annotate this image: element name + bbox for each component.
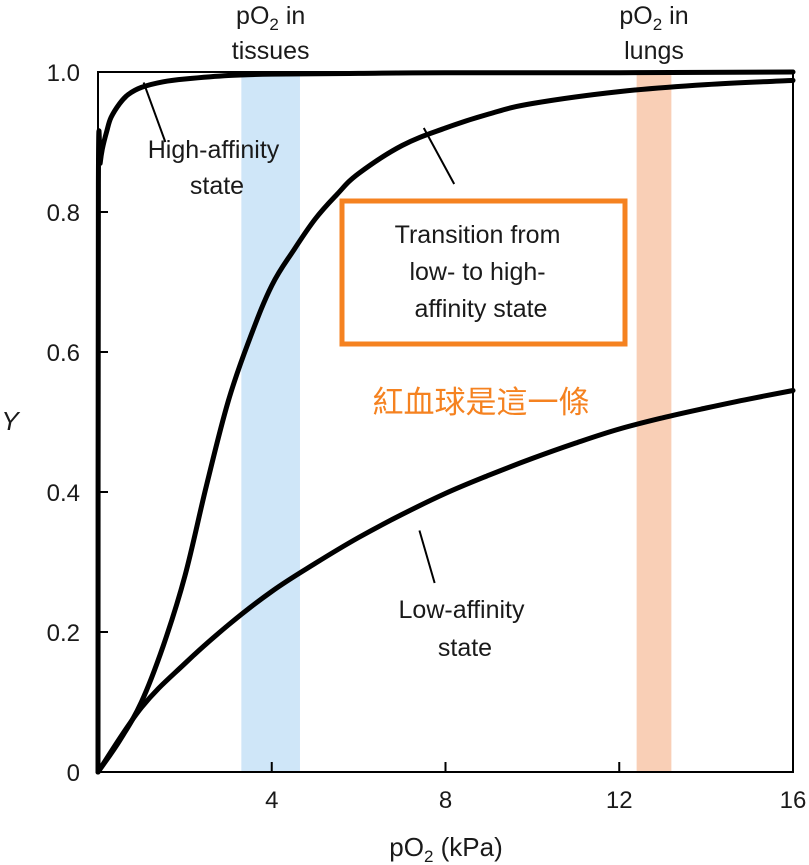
ticks-layer (98, 71, 794, 773)
low-affinity-label: Low-affinity state (399, 596, 532, 662)
y-tick-label-0.2: 0.2 (47, 620, 80, 647)
x-tick-label-16: 16 (780, 787, 807, 814)
tick-labels-layer: 4 8 12 16 0 0.2 0.4 0.6 0.8 1.0 (47, 60, 807, 814)
tissues-band-label: pO2 in (236, 2, 305, 34)
low-affinity-leader-line (418, 530, 436, 584)
transition-leader-line (422, 127, 456, 185)
y-tick-label-0.4: 0.4 (47, 480, 80, 507)
x-tick-label-12: 12 (606, 787, 633, 814)
x-axis-title: pO2 (kPa) (389, 832, 503, 865)
high-affinity-leader-line (142, 82, 167, 143)
x-tick-label-4: 4 (265, 787, 278, 814)
y-tick-label-0: 0 (67, 760, 80, 787)
tissues-band-label-line2: tissues (232, 37, 310, 65)
x-tick-label-8: 8 (439, 787, 452, 814)
transition-curve (95, 77, 796, 775)
lungs-band-label-line2: lungs (624, 37, 684, 65)
red-blood-cell-note: 紅血球是這一條 (373, 385, 590, 421)
y-tick-label-0.8: 0.8 (47, 200, 80, 227)
high-affinity-label: High-affinity state (148, 136, 287, 200)
y-tick-label-0.6: 0.6 (47, 340, 80, 367)
transition-label: Transition from low- to high- affinity s… (395, 221, 568, 323)
low-affinity-curve (95, 388, 796, 775)
tissues-band (241, 72, 300, 772)
y-axis-title: Y (1, 406, 20, 436)
highlight-box (339, 198, 628, 347)
y-tick-label-1.0: 1.0 (47, 60, 80, 87)
bands-layer (241, 72, 672, 772)
lungs-band-label: pO2 in (619, 2, 688, 34)
